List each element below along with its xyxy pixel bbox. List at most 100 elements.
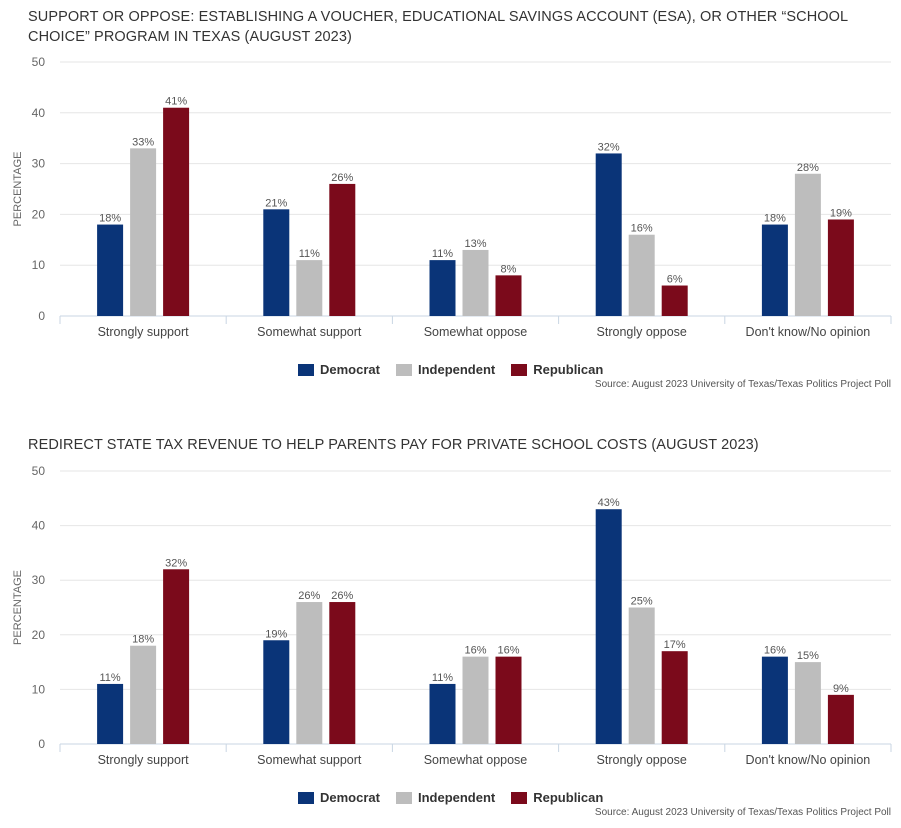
- data-label: 18%: [99, 213, 121, 225]
- data-label: 21%: [265, 197, 287, 209]
- y-tick-label: 10: [32, 258, 46, 272]
- data-label: 26%: [331, 590, 353, 602]
- data-label: 11%: [432, 672, 453, 684]
- chart-title: REDIRECT STATE TAX REVENUE TO HELP PAREN…: [28, 437, 759, 453]
- bar-independent: [462, 249, 489, 316]
- legend-label-independent: Independent: [417, 790, 496, 805]
- data-label: 26%: [331, 172, 353, 184]
- legend-label-republican: Republican: [533, 362, 604, 377]
- data-label: 17%: [664, 639, 686, 651]
- data-label: 18%: [764, 213, 786, 225]
- bar-republican: [827, 219, 854, 316]
- data-label: 11%: [299, 248, 320, 260]
- data-label: 32%: [165, 557, 187, 569]
- y-tick-label: 40: [32, 519, 46, 533]
- chart-legend: Democrat Independent Republican: [298, 790, 603, 805]
- legend-item-democrat[interactable]: Democrat: [298, 362, 380, 377]
- bar-independent: [296, 260, 323, 316]
- bar-republican: [329, 183, 356, 316]
- y-tick-label: 30: [32, 573, 46, 587]
- legend-swatch-independent: [395, 363, 412, 376]
- bar-democrat: [263, 209, 290, 316]
- legend-label-democrat: Democrat: [320, 362, 380, 377]
- bar-republican: [661, 651, 688, 744]
- bar-independent: [296, 602, 323, 744]
- x-tick-label: Strongly oppose: [597, 753, 687, 767]
- legend-item-democrat[interactable]: Democrat: [298, 790, 380, 805]
- bar-democrat: [761, 656, 788, 744]
- bar-democrat: [429, 260, 456, 316]
- bar-independent: [130, 645, 157, 744]
- data-label: 13%: [464, 238, 486, 250]
- data-label: 8%: [501, 263, 517, 275]
- chart-legend: Democrat Independent Republican: [298, 362, 603, 377]
- bar-democrat: [263, 640, 290, 744]
- legend-label-republican: Republican: [533, 790, 604, 805]
- y-tick-label: 20: [32, 628, 46, 642]
- data-label: 32%: [598, 141, 620, 153]
- chart-redirect-tax-revenue: REDIRECT STATE TAX REVENUE TO HELP PAREN…: [0, 428, 901, 828]
- x-tick-label: Somewhat support: [257, 753, 362, 767]
- data-label: 18%: [132, 634, 154, 646]
- y-tick-label: 30: [32, 157, 46, 171]
- x-tick-label: Somewhat support: [257, 325, 362, 339]
- bar-democrat: [97, 683, 124, 744]
- data-label: 26%: [298, 590, 320, 602]
- chart-plot: 0 10 20 30 40 50 PERCENTAGE Strongly support 18%…: [12, 55, 892, 339]
- legend-swatch-democrat: [298, 363, 314, 376]
- bar-republican: [495, 275, 522, 316]
- bar-independent: [628, 234, 655, 316]
- y-tick-label: 10: [32, 682, 46, 696]
- bar-democrat: [97, 224, 124, 316]
- bar-independent: [794, 662, 821, 744]
- y-tick-label: 0: [38, 309, 45, 323]
- bar-independent: [462, 656, 489, 744]
- chart-source: Source: August 2023 University of Texas/…: [594, 807, 891, 818]
- bar-independent: [794, 173, 821, 316]
- bar-independent: [628, 607, 655, 744]
- y-axis-title: PERCENTAGE: [12, 152, 24, 227]
- bar-republican: [163, 569, 190, 744]
- x-tick-label: Strongly oppose: [597, 325, 687, 339]
- data-label: 19%: [830, 207, 852, 219]
- legend-swatch-democrat: [298, 791, 314, 804]
- legend-item-republican[interactable]: Republican: [511, 362, 603, 377]
- chart-title: SUPPORT OR OPPOSE: ESTABLISHING A VOUCHE…: [28, 9, 848, 45]
- legend-swatch-republican: [511, 791, 528, 804]
- data-label: 9%: [833, 683, 849, 695]
- legend-item-independent[interactable]: Independent: [395, 362, 495, 377]
- bar-democrat: [761, 224, 788, 316]
- data-label: 16%: [764, 645, 786, 657]
- legend-label-democrat: Democrat: [320, 790, 380, 805]
- chart-plot: 0 10 20 30 40 50 PERCENTAGE Strongly support 11%…: [12, 464, 892, 767]
- data-label: 16%: [464, 645, 486, 657]
- y-tick-label: 50: [32, 55, 46, 69]
- legend-item-independent[interactable]: Independent: [395, 790, 496, 805]
- x-tick-label: Don't know/No opinion: [746, 753, 871, 767]
- data-label: 11%: [99, 672, 120, 684]
- x-tick-label: Strongly support: [98, 325, 190, 339]
- x-tick-label: Strongly support: [98, 753, 190, 767]
- y-tick-label: 0: [38, 737, 45, 751]
- chart-source: Source: August 2023 University of Texas/…: [594, 379, 891, 390]
- legend-item-republican[interactable]: Republican: [511, 790, 603, 805]
- data-label: 6%: [667, 274, 683, 286]
- data-label: 33%: [132, 136, 154, 148]
- data-label: 15%: [797, 650, 819, 662]
- chart-voucher-program: SUPPORT OR OPPOSE: ESTABLISHING A VOUCHE…: [0, 0, 901, 400]
- data-label: 19%: [265, 628, 287, 640]
- bar-democrat: [595, 509, 622, 744]
- y-tick-label: 50: [32, 464, 46, 478]
- bar-democrat: [429, 683, 456, 744]
- bar-republican: [163, 107, 190, 316]
- y-tick-label: 40: [32, 106, 46, 120]
- bar-democrat: [595, 153, 622, 316]
- bar-republican: [495, 656, 522, 744]
- data-label: 43%: [598, 497, 620, 509]
- bar-republican: [661, 285, 688, 316]
- y-axis-title: PERCENTAGE: [12, 570, 24, 645]
- data-label: 41%: [165, 96, 187, 108]
- bar-independent: [130, 148, 157, 316]
- data-label: 16%: [497, 645, 519, 657]
- x-tick-label: Don't know/No opinion: [746, 325, 871, 339]
